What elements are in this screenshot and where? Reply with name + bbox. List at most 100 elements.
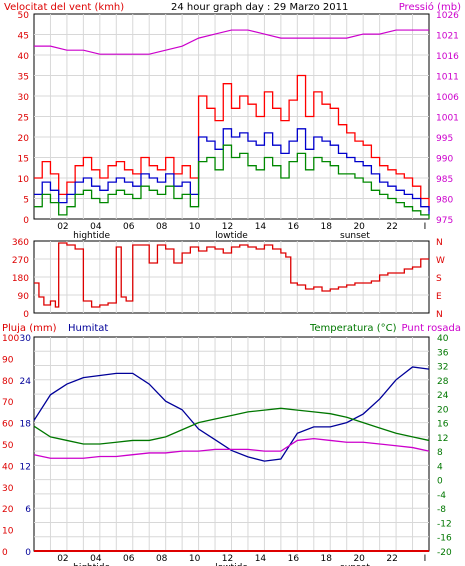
wind-speed-tick-label: 20	[18, 134, 30, 144]
pressure-tick-label: 1021	[436, 32, 459, 42]
rain-tick-label: 50	[2, 441, 14, 451]
rain-humidity-temperature-panel: Pluja (mm) Humitat Temperatura (°C) Punt…	[2, 323, 461, 566]
direction-compass-tick-label: N	[436, 310, 443, 320]
temperature-tick-label: 0	[437, 477, 443, 487]
temperature-tick-label: 36	[437, 348, 449, 358]
wind-speed-ticks: 0 5 10 15 20 25 30 35 40 45 50	[18, 11, 30, 226]
wind-x-tick-label: 02	[57, 222, 68, 232]
direction-degree-tick-label: 0	[23, 310, 29, 320]
direction-line	[34, 242, 429, 308]
temperature-tick-label: -16	[437, 534, 452, 544]
temperature-ticks: -20 -16 -12 -8 -4 0 4 8 12 16 20 24 28 32 36 40	[437, 334, 452, 558]
direction-degree-ticks: 0 90 180 270 360	[12, 238, 29, 320]
humidity-x-tick-label: 10	[189, 554, 201, 564]
pressure-tick-label: 975	[436, 216, 453, 226]
wind-speed-tick-label: 45	[18, 32, 29, 42]
temperature-tick-label: 4	[437, 462, 443, 472]
wind-x-tick-label: 18	[321, 222, 333, 232]
rain-tick-label: 70	[2, 398, 14, 408]
wind-x-tick-label: 20	[353, 222, 365, 232]
direction-degree-tick-label: 360	[12, 238, 29, 248]
wind-x-tick-label: 04	[90, 222, 102, 232]
temperature-tick-label: 20	[437, 405, 449, 415]
humidity-x-annotation: hightide	[73, 563, 110, 566]
humidity-ticks: 0 6 12 18 24 30	[20, 334, 32, 558]
humidity-x-annotation: lowtide	[215, 563, 248, 566]
wind-speed-tick-label: 10	[18, 175, 30, 185]
wind-speed-tick-label: 30	[18, 93, 30, 103]
humidity-x-tick-label: 06	[123, 554, 135, 564]
direction-degree-tick-label: 270	[12, 256, 29, 266]
humidity-tick-label: 24	[20, 377, 32, 387]
rain-tick-label: 20	[2, 505, 14, 515]
humidity-x-tick-label: 16	[288, 554, 300, 564]
wind-axis-label: Velocitat del vent (kmh)	[4, 2, 124, 13]
humidity-series	[33, 366, 430, 552]
direction-compass-tick-label: W	[436, 256, 445, 266]
pressure-line	[34, 29, 429, 55]
rain-tick-label: 10	[2, 527, 14, 537]
temperature-tick-label: 12	[437, 434, 448, 444]
direction-compass-tick-label: N	[436, 238, 443, 248]
wind-speed-tick-label: 40	[18, 52, 30, 62]
rain-tick-label: 100	[2, 334, 19, 344]
humidity-x-tick-label: 20	[353, 554, 365, 564]
pressure-tick-label: 1026	[436, 11, 459, 21]
rain-tick-label: 80	[2, 377, 14, 387]
humidity-x-tick-label: 12	[222, 554, 233, 564]
avg-line	[34, 128, 430, 215]
humidity-x-tick-label: 14	[255, 554, 267, 564]
humidity-x-tick-label: 02	[57, 554, 68, 564]
temperature-tick-label: 24	[437, 391, 449, 401]
pressure-tick-label: 1011	[436, 73, 459, 83]
pressure-axis-label: Pressió (mb)	[399, 1, 461, 13]
direction-panel-grid	[34, 241, 429, 313]
direction-degree-tick-label: 90	[18, 292, 30, 302]
wind-x-annotation: sunset	[340, 231, 370, 241]
wind-x-annotation: lowtide	[215, 231, 248, 241]
direction-degree-tick-label: 180	[12, 274, 29, 284]
temperature-tick-label: 40	[437, 334, 449, 344]
humidity-line	[33, 366, 430, 462]
graph-title: 24 hour graph day : 29 Marzo 2011	[171, 2, 348, 13]
temperature-tick-label: 8	[437, 448, 443, 458]
temperature-tick-label: -4	[437, 491, 446, 501]
wind-speed-tick-label: 0	[23, 216, 29, 226]
wind-x-tick-label: 12	[222, 222, 233, 232]
humidity-tick-label: 6	[25, 505, 31, 515]
wind-x-tick-label: 06	[123, 222, 135, 232]
pressure-tick-label: 995	[436, 134, 453, 144]
wind-speed-tick-label: 50	[18, 11, 30, 21]
direction-compass-tick-label: S	[436, 274, 442, 284]
pressure-tick-label: 980	[436, 196, 453, 206]
temperature-tick-label: -20	[437, 548, 452, 558]
humidity-tick-label: 0	[25, 548, 31, 558]
temperature-tick-label: 16	[437, 420, 449, 430]
rain-tick-label: 40	[2, 462, 14, 472]
temperature-tick-label: 32	[437, 363, 448, 373]
humidity-tick-label: 12	[20, 462, 31, 472]
wind-x-tick-label: 14	[255, 222, 267, 232]
wind-x-tick-label: I	[424, 222, 427, 232]
humidity-tick-label: 30	[20, 334, 32, 344]
humidity-tick-label: 18	[20, 420, 32, 430]
rain-axis-label: Pluja (mm)	[2, 323, 57, 334]
humidity-x-annotation: sunset	[340, 563, 370, 566]
wind-speed-tick-label: 5	[23, 196, 29, 206]
humidity-x-tick-label: 18	[321, 554, 333, 564]
wind-pressure-panel: Velocitat del vent (kmh) 24 hour graph d…	[4, 1, 461, 241]
wind-speed-tick-label: 15	[18, 155, 29, 165]
rain-ticks: 0 10 20 30 40 50 60 70 80 90 100	[2, 334, 19, 558]
humidity-x-tick-label: 08	[156, 554, 168, 564]
temperature-tick-label: -12	[437, 519, 452, 529]
pressure-ticks: 975 980 985 990 995 1001 1006 1011 1016 1021 1026	[436, 11, 459, 226]
rain-tick-label: 60	[2, 420, 14, 430]
gust-line	[34, 74, 430, 211]
pressure-tick-label: 1016	[436, 52, 459, 62]
direction-compass-tick-label: E	[436, 292, 442, 302]
